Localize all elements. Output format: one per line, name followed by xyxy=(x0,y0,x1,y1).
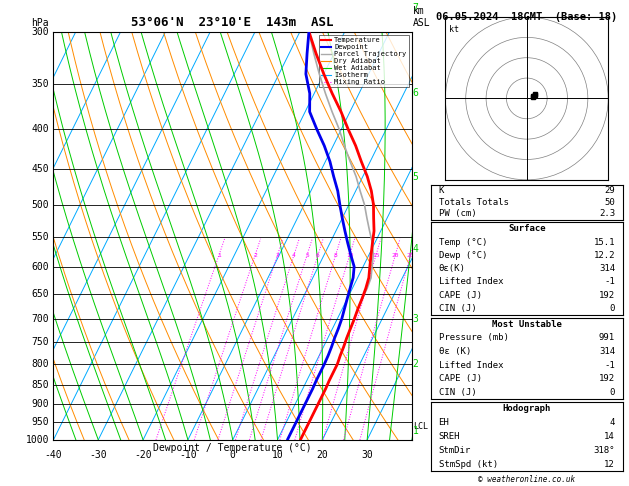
Text: Totals Totals: Totals Totals xyxy=(438,198,508,207)
Text: 14: 14 xyxy=(604,432,615,441)
Text: kt: kt xyxy=(450,25,459,34)
Text: 192: 192 xyxy=(599,291,615,300)
Text: θε (K): θε (K) xyxy=(438,347,470,356)
Text: 1: 1 xyxy=(217,253,221,258)
Text: 1000: 1000 xyxy=(26,435,49,445)
Text: LCL: LCL xyxy=(413,422,428,431)
Text: 650: 650 xyxy=(31,289,49,299)
Text: 29: 29 xyxy=(604,186,615,195)
Text: Surface: Surface xyxy=(508,224,545,233)
Text: 50: 50 xyxy=(604,198,615,207)
Text: 6: 6 xyxy=(413,88,418,98)
Text: 0: 0 xyxy=(610,304,615,313)
Text: -10: -10 xyxy=(179,450,197,460)
Text: 10: 10 xyxy=(346,253,353,258)
Text: 12.2: 12.2 xyxy=(594,251,615,260)
Text: 350: 350 xyxy=(31,79,49,89)
Text: 15: 15 xyxy=(372,253,380,258)
Text: CAPE (J): CAPE (J) xyxy=(438,374,482,383)
Text: θε(K): θε(K) xyxy=(438,264,465,273)
Text: 300: 300 xyxy=(31,27,49,36)
Text: Hodograph: Hodograph xyxy=(503,404,551,413)
Text: CIN (J): CIN (J) xyxy=(438,304,476,313)
Text: 600: 600 xyxy=(31,261,49,272)
Text: 20: 20 xyxy=(391,253,399,258)
Text: Mixing Ratio (g/kg): Mixing Ratio (g/kg) xyxy=(433,188,442,283)
Text: 550: 550 xyxy=(31,232,49,242)
Text: StmDir: StmDir xyxy=(438,446,470,455)
Text: 10: 10 xyxy=(272,450,284,460)
Text: -1: -1 xyxy=(604,278,615,286)
Text: 314: 314 xyxy=(599,264,615,273)
Text: 3: 3 xyxy=(276,253,279,258)
Legend: Temperature, Dewpoint, Parcel Trajectory, Dry Adiabat, Wet Adiabat, Isotherm, Mi: Temperature, Dewpoint, Parcel Trajectory… xyxy=(319,35,408,87)
Text: 800: 800 xyxy=(31,359,49,369)
Text: Temp (°C): Temp (°C) xyxy=(438,238,487,246)
Text: 400: 400 xyxy=(31,124,49,134)
Text: 314: 314 xyxy=(599,347,615,356)
Text: -40: -40 xyxy=(45,450,62,460)
Text: PW (cm): PW (cm) xyxy=(438,209,476,218)
Text: 991: 991 xyxy=(599,333,615,343)
Text: km
ASL: km ASL xyxy=(413,6,430,28)
Text: 6: 6 xyxy=(316,253,320,258)
Text: CAPE (J): CAPE (J) xyxy=(438,291,482,300)
Text: 5: 5 xyxy=(413,172,418,182)
Text: Lifted Index: Lifted Index xyxy=(438,361,503,370)
Text: 25: 25 xyxy=(407,253,415,258)
Text: SREH: SREH xyxy=(438,432,460,441)
Text: 8: 8 xyxy=(334,253,338,258)
Text: 3: 3 xyxy=(413,314,418,324)
Text: 900: 900 xyxy=(31,399,49,409)
Text: 5: 5 xyxy=(305,253,309,258)
Text: 500: 500 xyxy=(31,200,49,210)
Text: -20: -20 xyxy=(134,450,152,460)
Text: 192: 192 xyxy=(599,374,615,383)
Text: 850: 850 xyxy=(31,380,49,390)
Text: 750: 750 xyxy=(31,337,49,347)
Text: 4: 4 xyxy=(413,244,418,254)
Text: 20: 20 xyxy=(316,450,328,460)
Text: 7: 7 xyxy=(413,3,418,13)
Text: hPa: hPa xyxy=(31,17,49,28)
Text: 2: 2 xyxy=(253,253,257,258)
Text: StmSpd (kt): StmSpd (kt) xyxy=(438,460,498,469)
Text: 4: 4 xyxy=(610,418,615,427)
Text: CIN (J): CIN (J) xyxy=(438,388,476,397)
Text: 2: 2 xyxy=(413,359,418,369)
Text: Most Unstable: Most Unstable xyxy=(492,320,562,329)
Text: 06.05.2024  18GMT  (Base: 18): 06.05.2024 18GMT (Base: 18) xyxy=(436,12,618,22)
Text: 1: 1 xyxy=(413,426,418,436)
Text: 0: 0 xyxy=(230,450,236,460)
Text: Pressure (mb): Pressure (mb) xyxy=(438,333,508,343)
X-axis label: Dewpoint / Temperature (°C): Dewpoint / Temperature (°C) xyxy=(153,443,312,452)
Title: 53°06'N  23°10'E  143m  ASL: 53°06'N 23°10'E 143m ASL xyxy=(131,16,334,29)
Text: -30: -30 xyxy=(89,450,107,460)
Text: Dewp (°C): Dewp (°C) xyxy=(438,251,487,260)
Text: Lifted Index: Lifted Index xyxy=(438,278,503,286)
Text: K: K xyxy=(438,186,444,195)
Text: 15.1: 15.1 xyxy=(594,238,615,246)
Text: 0: 0 xyxy=(610,388,615,397)
Text: EH: EH xyxy=(438,418,449,427)
Text: 700: 700 xyxy=(31,314,49,324)
Text: 450: 450 xyxy=(31,164,49,174)
Text: 950: 950 xyxy=(31,417,49,428)
Text: © weatheronline.co.uk: © weatheronline.co.uk xyxy=(478,474,576,484)
Text: 30: 30 xyxy=(361,450,373,460)
Text: 2.3: 2.3 xyxy=(599,209,615,218)
Text: 318°: 318° xyxy=(594,446,615,455)
Text: -1: -1 xyxy=(604,361,615,370)
Text: 4: 4 xyxy=(292,253,296,258)
Text: 12: 12 xyxy=(604,460,615,469)
